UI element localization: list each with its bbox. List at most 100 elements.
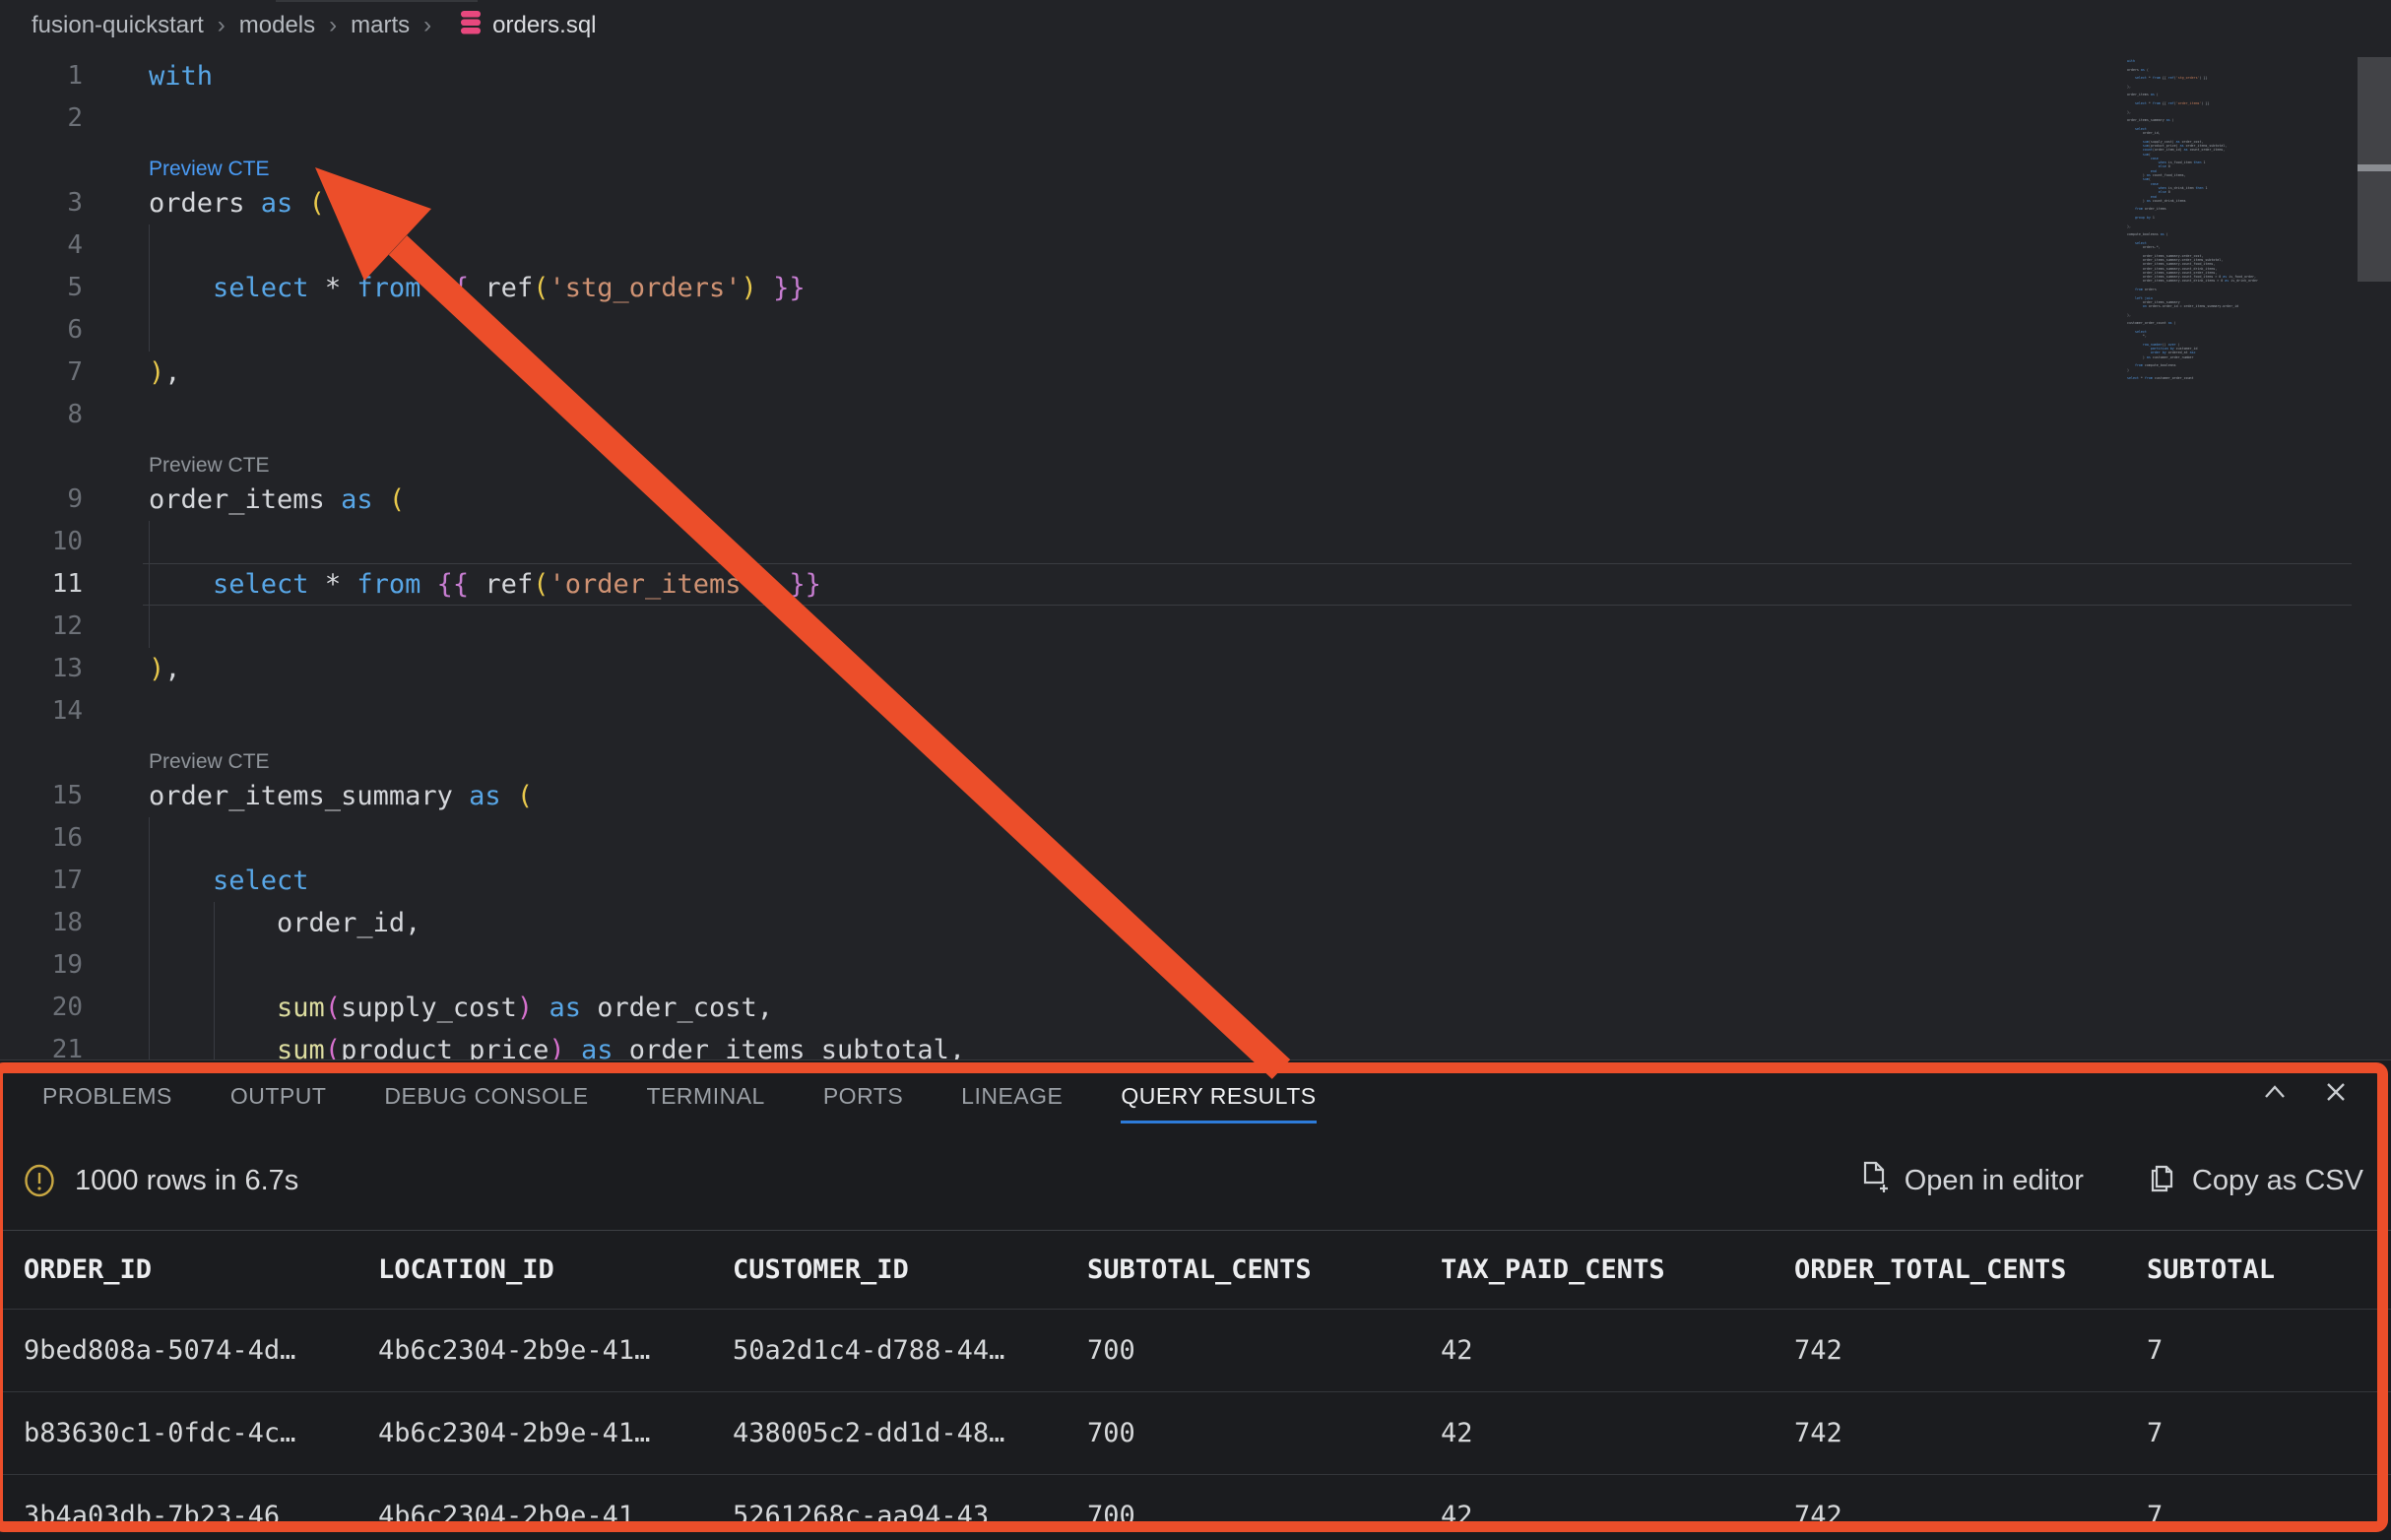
line-number: 3 [67, 188, 83, 218]
code-line[interactable]: 7), [0, 352, 2391, 394]
warning-icon [25, 1164, 54, 1197]
code-line[interactable]: 4 [0, 225, 2391, 267]
indent-guide [149, 606, 150, 648]
table-cell: 7 [2147, 1501, 2164, 1531]
code-line[interactable]: 3 orders as ( [0, 182, 2391, 225]
line-number: 8 [67, 400, 83, 429]
breadcrumb: fusion-quickstart › models › marts › orders.sq… [0, 0, 2391, 51]
code-line[interactable]: 6 [0, 309, 2391, 352]
table-cell: 4b6c2304-2b9e-41… [378, 1335, 651, 1366]
breadcrumb-separator: › [217, 12, 226, 38]
table-header-row: ORDER_ID LOCATION_ID CUSTOMER_ID SUBTOTAL_C… [0, 1230, 2391, 1309]
table-cell: 438005c2-dd1d-48… [733, 1418, 1005, 1448]
line-number: 13 [51, 654, 83, 683]
code-line[interactable]: 18 order_id, [0, 902, 2391, 944]
action-label: Open in editor [1904, 1164, 2084, 1196]
breadcrumb-item[interactable]: marts [351, 12, 411, 38]
line-number: 14 [51, 696, 83, 726]
close-icon[interactable] [2320, 1076, 2352, 1108]
minimap-code: with orders as ( select * from {{ ref('s… [2127, 59, 2259, 381]
code-text: orders as ( [149, 188, 325, 219]
panel-tab-debug-console[interactable]: DEBUG CONSOLE [384, 1082, 589, 1109]
panel-window-controls [2259, 1076, 2352, 1108]
table-cell: 42 [1441, 1501, 1473, 1531]
indent-guide [214, 987, 215, 1029]
code-line[interactable]: 12 [0, 606, 2391, 648]
panel-tab-query-results[interactable]: QUERY RESULTS [1121, 1083, 1317, 1123]
open-in-editor-button[interactable]: Open in editor [1859, 1160, 2084, 1201]
minimap[interactable]: with orders as ( select * from {{ ref('s… [2127, 59, 2349, 381]
panel-tab-terminal[interactable]: TERMINAL [646, 1082, 765, 1109]
preview-cte-codelens[interactable]: Preview CTE [149, 158, 270, 180]
column-header: CUSTOMER_ID [733, 1254, 909, 1285]
indent-guide [149, 987, 150, 1029]
code-text: select [213, 866, 309, 896]
code-line[interactable]: 5 select * from {{ ref('stg_orders') }} [0, 267, 2391, 309]
table-cell: 50a2d1c4-d788-44… [733, 1335, 1005, 1366]
code-text: sum(supply_cost) as order_cost, [277, 993, 774, 1023]
code-line[interactable]: 19 [0, 944, 2391, 987]
indent-guide [214, 1029, 215, 1071]
line-number: 10 [51, 527, 83, 556]
line-number: 6 [67, 315, 83, 345]
code-line[interactable]: 11 select * from {{ ref('order_items') }… [0, 563, 2391, 606]
table-cell: 742 [1794, 1501, 1842, 1531]
action-label: Copy as CSV [2191, 1164, 2363, 1196]
table-row[interactable]: b83630c1-0fdc-4c… 4b6c2304-2b9e-41… 438005… [0, 1391, 2391, 1474]
column-header: TAX_PAID_CENTS [1441, 1254, 1665, 1285]
copy-as-csv-button[interactable]: Copy as CSV [2147, 1160, 2363, 1201]
code-text: select * from {{ ref('stg_orders') }} [213, 273, 806, 303]
indent-guide [149, 521, 150, 563]
column-header: ORDER_TOTAL_CENTS [1794, 1254, 2067, 1285]
tab-bar-remnant [276, 0, 478, 2]
code-line[interactable]: 2 [0, 97, 2391, 140]
breadcrumb-file[interactable]: orders.sql [492, 12, 597, 38]
panel-tab-bar: PROBLEMS OUTPUT DEBUG CONSOLE TERMINAL PORTS… [0, 1060, 2391, 1131]
panel-tab-problems[interactable]: PROBLEMS [42, 1082, 172, 1109]
breadcrumb-item[interactable]: models [238, 12, 316, 38]
new-file-icon [1859, 1160, 1891, 1201]
code-editor[interactable]: 1 with 2 Preview CTE 3 orders as ( 4 5 select *… [0, 55, 2391, 1071]
code-line[interactable]: 15 order_items_summary as ( [0, 775, 2391, 817]
code-line[interactable]: 17 select [0, 860, 2391, 902]
indent-guide [149, 563, 150, 606]
indent-guide [149, 902, 150, 944]
code-text: order_id, [149, 908, 421, 938]
line-number: 18 [51, 908, 83, 937]
overview-ruler-cursor-marker [2358, 164, 2391, 171]
line-number: 9 [67, 484, 83, 514]
code-line[interactable]: 13), [0, 648, 2391, 690]
code-line[interactable]: 9 order_items as ( [0, 479, 2391, 521]
line-number: 1 [67, 61, 83, 91]
column-header: ORDER_ID [24, 1254, 153, 1285]
query-status-bar: 1000 rows in 6.7s Open in editor Copy as … [0, 1131, 2391, 1230]
panel-tab-lineage[interactable]: LINEAGE [961, 1082, 1064, 1109]
column-header: SUBTOTAL_CENTS [1087, 1254, 1312, 1285]
code-line[interactable]: 1 with [0, 55, 2391, 97]
chevron-up-icon[interactable] [2259, 1076, 2291, 1108]
table-cell: 42 [1441, 1418, 1473, 1448]
code-line[interactable]: 16 [0, 817, 2391, 860]
preview-cte-codelens[interactable]: Preview CTE [149, 454, 270, 477]
codelens-row: Preview CTE [0, 436, 2391, 479]
code-line[interactable]: 10 [0, 521, 2391, 563]
table-row[interactable]: 3b4a03db-7b23-46 4b6c2304-2b9e-41 5261268c… [0, 1474, 2391, 1540]
code-line[interactable]: 14 [0, 690, 2391, 733]
table-cell: 3b4a03db-7b23-46 [24, 1501, 281, 1531]
column-header: LOCATION_ID [378, 1254, 554, 1285]
row-count-status: 1000 rows in 6.7s [75, 1164, 299, 1196]
panel-tab-ports[interactable]: PORTS [822, 1082, 904, 1109]
breadcrumb-separator: › [329, 12, 338, 38]
code-text: ), [149, 654, 181, 684]
code-line[interactable]: 8 [0, 394, 2391, 436]
table-row[interactable]: 9bed808a-5074-4d… 4b6c2304-2b9e-41… 50a2d1… [0, 1309, 2391, 1391]
table-cell: b83630c1-0fdc-4c… [24, 1418, 296, 1448]
preview-cte-codelens[interactable]: Preview CTE [149, 750, 270, 773]
code-text: order_items_summary as ( [149, 781, 534, 811]
indent-guide [149, 1029, 150, 1071]
editor-scrollbar[interactable] [2358, 0, 2391, 1059]
code-line[interactable]: 20 sum(supply_cost) as order_cost, [0, 987, 2391, 1029]
breadcrumb-item[interactable]: fusion-quickstart [32, 12, 204, 38]
panel-tab-output[interactable]: OUTPUT [229, 1082, 327, 1109]
bottom-panel: PROBLEMS OUTPUT DEBUG CONSOLE TERMINAL PORTS… [0, 1059, 2391, 1540]
